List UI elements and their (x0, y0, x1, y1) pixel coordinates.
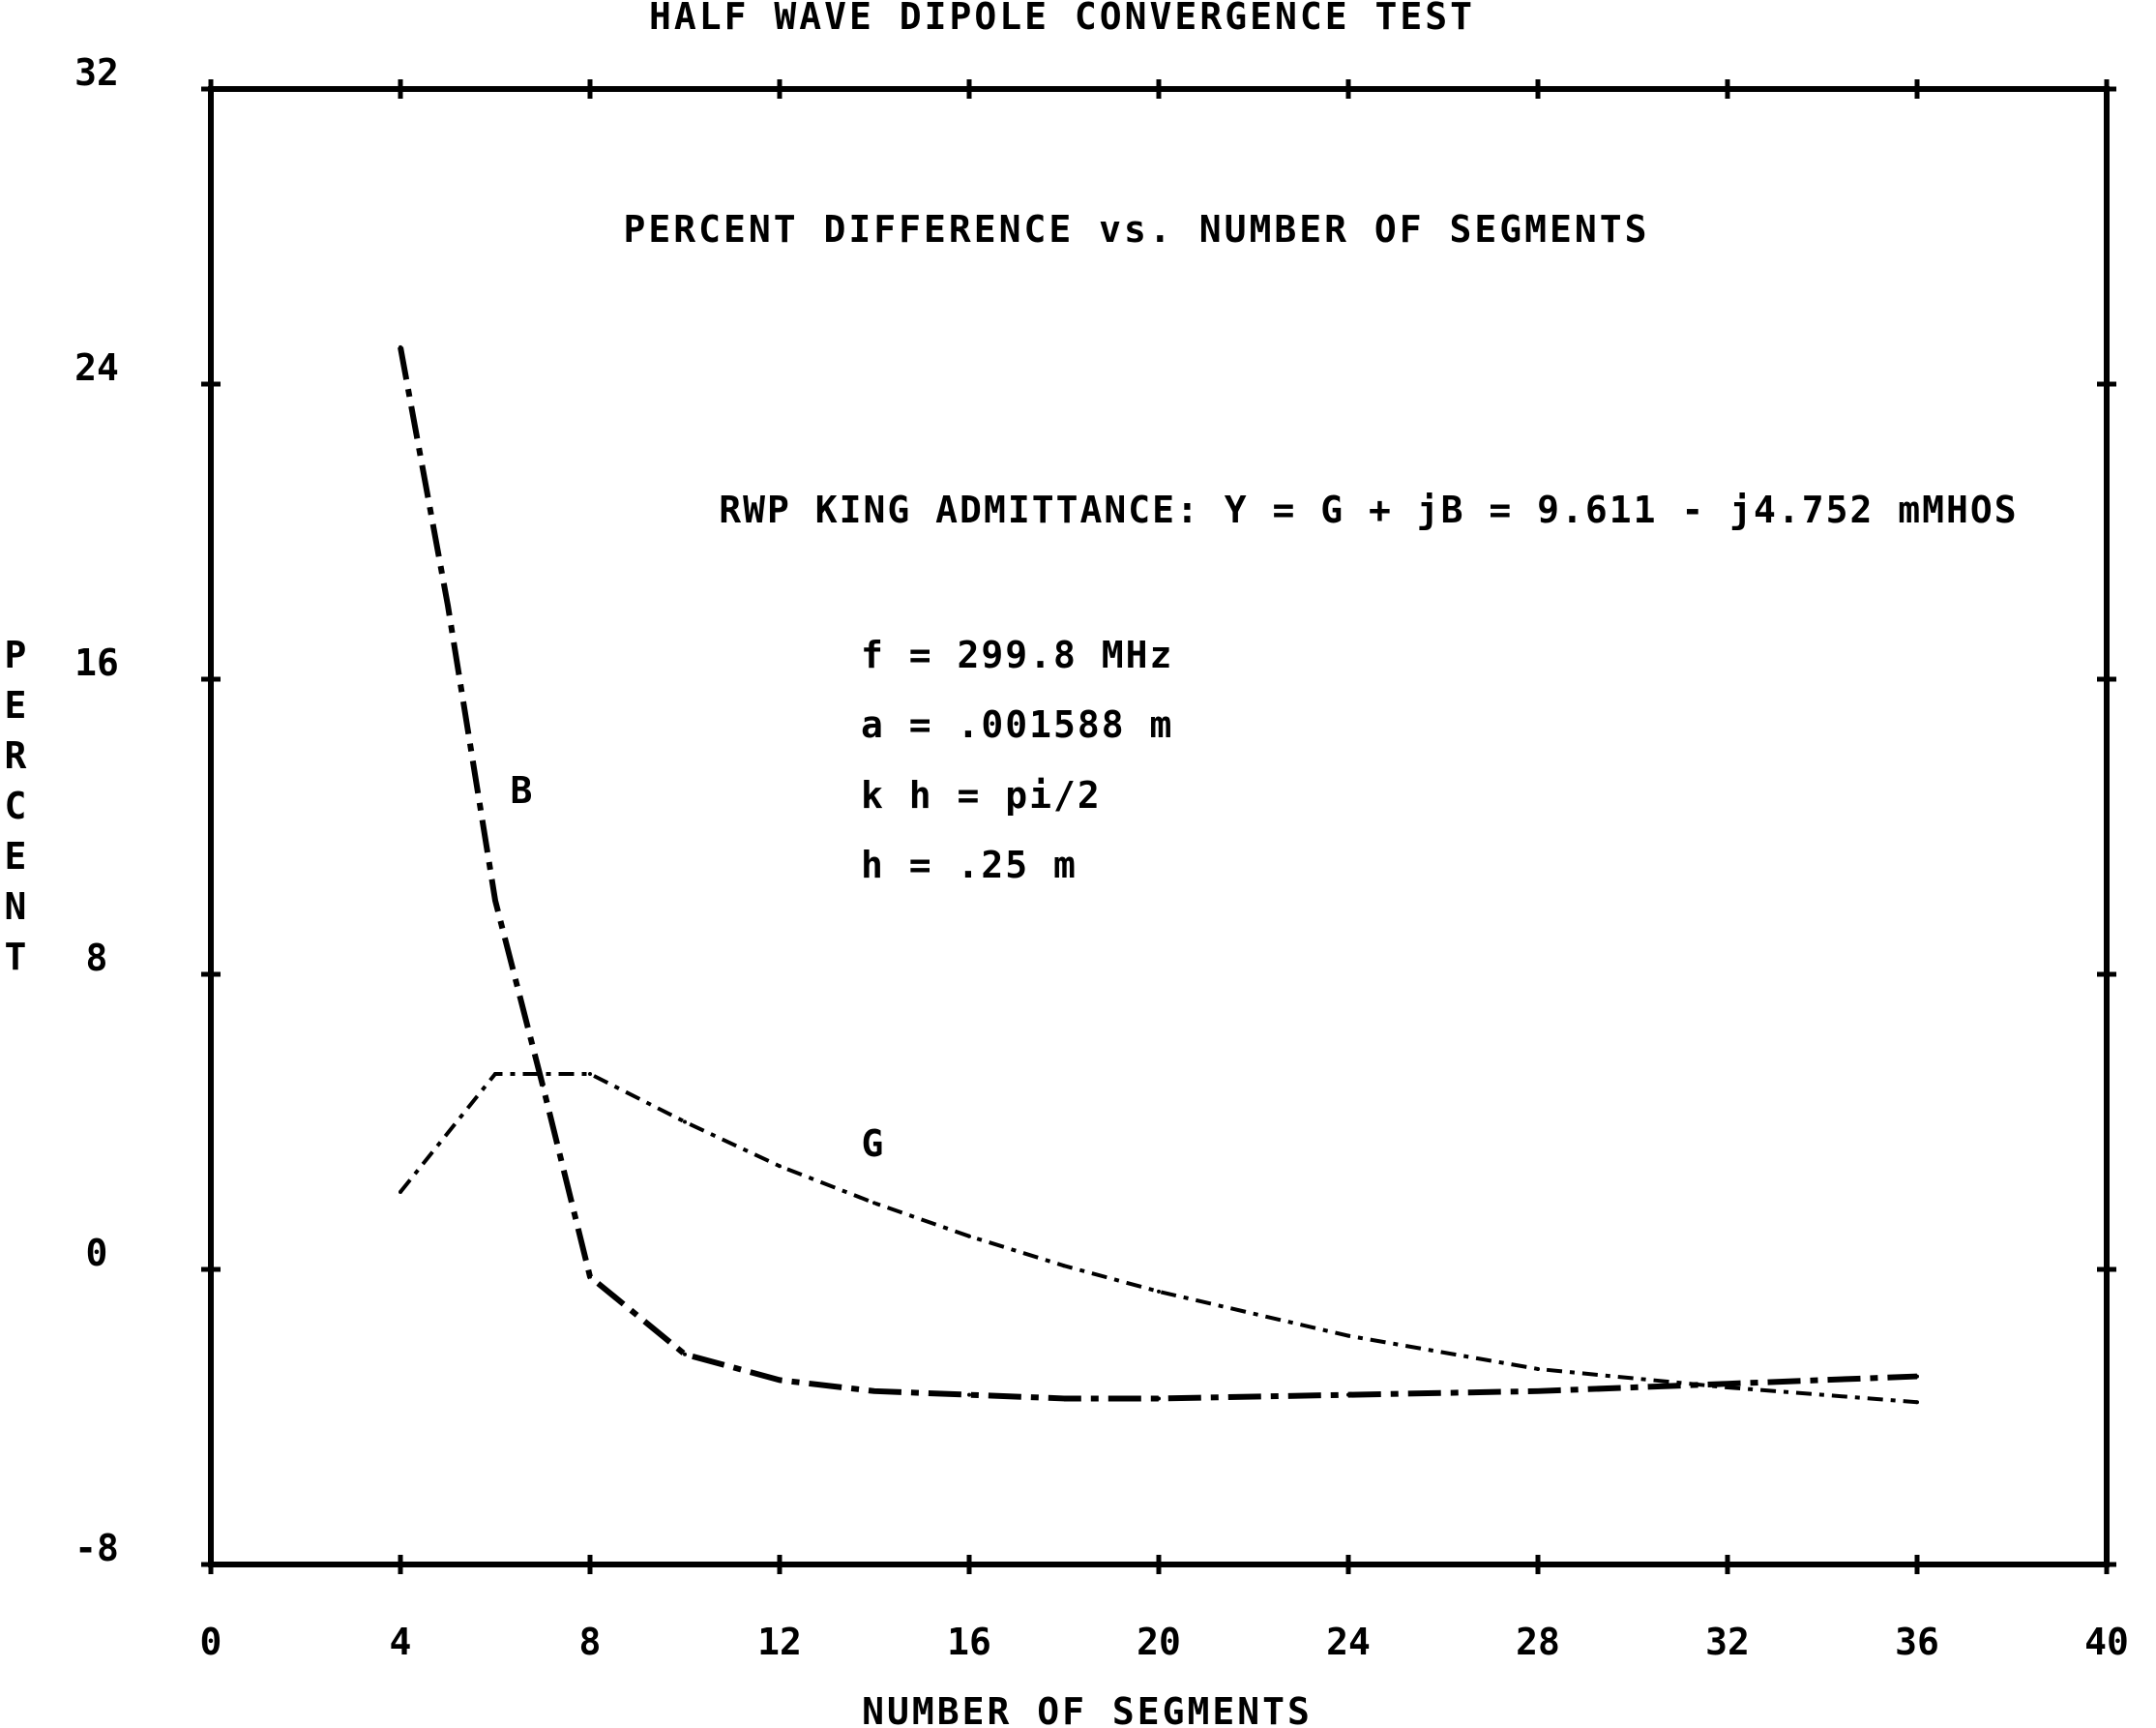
y-axis-label-char: P (5, 634, 27, 676)
y-tick-label: 0 (86, 1232, 108, 1274)
data-point-b (399, 344, 402, 349)
data-point-g (967, 1234, 971, 1238)
x-tick-label: 40 (2084, 1621, 2129, 1663)
data-point-b (1915, 1374, 1919, 1379)
data-point-b (1726, 1382, 1729, 1386)
data-point-g (1062, 1264, 1066, 1268)
data-point-b (446, 603, 450, 608)
axis-ticks: 0 4 8 12 16 20 24 28 32 36 40 -8 0 8 16 24 32 (74, 51, 2129, 1663)
data-point-b (778, 1378, 782, 1383)
data-point-g (872, 1201, 876, 1206)
admittance-annotation: RWP KING ADMITTANCE: Y = G + jB = 9.611 … (719, 489, 2018, 531)
x-tick-label: 16 (947, 1621, 991, 1663)
data-point-b (967, 1392, 971, 1397)
chart-title: HALF WAVE DIPOLE CONVERGENCE TEST (649, 0, 1475, 38)
data-point-b (588, 1274, 592, 1279)
x-tick-label: 4 (390, 1621, 412, 1663)
y-axis-label-char: E (5, 684, 27, 727)
data-point-g (493, 1071, 497, 1076)
y-axis-label-char: T (5, 936, 27, 978)
plot-frame (208, 86, 2110, 1567)
kh-annotation: k h = pi/2 (861, 774, 1102, 817)
x-tick-label: 28 (1516, 1621, 1560, 1663)
data-point-b (872, 1388, 876, 1393)
x-tick-label: 20 (1137, 1621, 1181, 1663)
series-line-g (399, 1071, 1918, 1405)
data-point-b (493, 898, 497, 903)
data-point-b (1062, 1396, 1066, 1401)
data-point-g (399, 1189, 402, 1194)
data-point-b (1536, 1388, 1540, 1393)
y-axis-label-char: E (5, 835, 27, 878)
chart-subtitle: PERCENT DIFFERENCE vs. NUMBER OF SEGMENT… (624, 208, 1650, 251)
x-tick-label: 8 (579, 1621, 602, 1663)
data-point-g (778, 1164, 782, 1169)
y-tick-label: 32 (74, 51, 119, 94)
y-axis-label-char: R (5, 734, 27, 777)
x-tick-label: 32 (1705, 1621, 1750, 1663)
data-point-g (588, 1071, 592, 1076)
series-lines: BG (398, 344, 1919, 1405)
y-tick-label: 16 (74, 641, 119, 684)
series-label-g: G (862, 1122, 886, 1165)
data-point-g (683, 1119, 687, 1124)
y-axis-label-char: N (5, 885, 27, 928)
y-tick-label: 8 (86, 937, 108, 979)
data-point-g (1157, 1289, 1161, 1294)
y-axis-label-char: C (5, 785, 27, 827)
series-label-b: B (511, 769, 535, 812)
data-point-b (541, 1083, 545, 1087)
data-point-b (683, 1352, 687, 1356)
data-point-b (1157, 1396, 1161, 1401)
height-annotation: h = .25 m (861, 844, 1078, 886)
data-point-g (1536, 1366, 1540, 1371)
frequency-annotation: f = 299.8 MHz (861, 634, 1173, 676)
x-tick-label: 0 (200, 1621, 222, 1663)
x-tick-label: 24 (1326, 1621, 1371, 1663)
y-tick-label: 24 (74, 346, 119, 389)
y-axis-label: PERCENT (5, 634, 27, 978)
data-point-g (1346, 1333, 1350, 1338)
x-tick-label: 12 (757, 1621, 802, 1663)
data-point-b (1346, 1392, 1350, 1397)
x-tick-label: 36 (1895, 1621, 1939, 1663)
data-point-g (1915, 1400, 1919, 1405)
radius-annotation: a = .001588 m (861, 703, 1173, 746)
data-point-g (1726, 1385, 1729, 1389)
x-axis-label: NUMBER OF SEGMENTS (862, 1690, 1313, 1728)
y-tick-label: -8 (74, 1527, 119, 1569)
